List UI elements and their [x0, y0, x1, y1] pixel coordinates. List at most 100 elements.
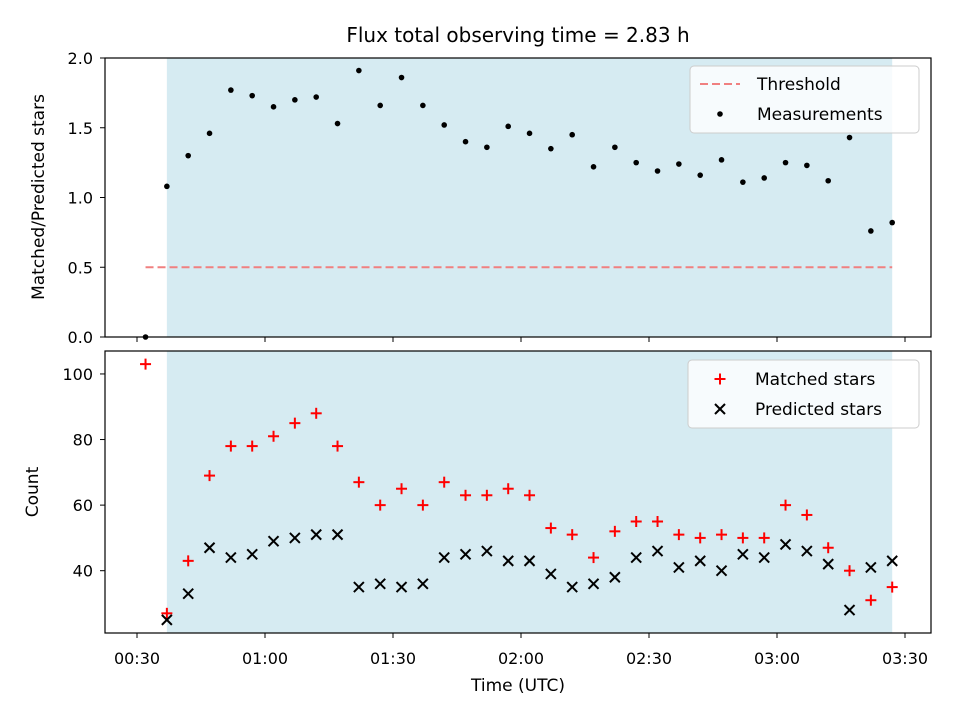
measurement-point [420, 102, 426, 109]
bottom-x-tick-label: 01:00 [242, 649, 288, 668]
measurement-point [782, 159, 789, 166]
x-stroke-b [715, 564, 728, 577]
matched-star-point [801, 509, 813, 521]
predicted-star-point [694, 555, 706, 567]
top-legend: Threshold Measurements [689, 65, 920, 134]
bottom-x-tick-label: 01:30 [370, 649, 416, 668]
measurement-point [825, 177, 831, 184]
x-stroke-b [331, 528, 344, 541]
measurement-point [889, 219, 895, 226]
measurement-point [505, 123, 512, 130]
predicted-star-point [545, 568, 557, 580]
matched-star-point [886, 581, 898, 593]
measurement-point [676, 161, 682, 167]
x-stroke-b [481, 545, 493, 557]
x-stroke-b [502, 555, 514, 567]
x-stroke-b [673, 561, 685, 574]
predicted-star-point [737, 548, 749, 561]
measurement-point [398, 74, 405, 81]
measurement-point [164, 183, 170, 190]
x-stroke-b [714, 403, 726, 415]
x-stroke-b [822, 558, 834, 570]
legend-matched-swatch [714, 373, 726, 385]
matched-star-point [204, 470, 216, 482]
matched-star-point [822, 542, 834, 554]
x-stroke-b [737, 548, 749, 561]
x-stroke-b [843, 604, 856, 616]
bottom-x-tick-label: 03:00 [754, 649, 800, 668]
predicted-star-point [203, 542, 216, 554]
measurement-point [292, 97, 298, 103]
bottom-legend: Matched stars Predicted stars [687, 359, 920, 429]
predicted-star-point [865, 561, 877, 574]
predicted-star-point [523, 555, 536, 567]
measurement-point [590, 164, 597, 170]
x-stroke-b [417, 578, 429, 590]
x-stroke-b [289, 532, 301, 544]
bottom-x-tick-label: 02:00 [498, 649, 544, 668]
matched-star-point [566, 529, 578, 541]
measurement-point [633, 159, 639, 166]
bottom-x-tick-label: 03:30 [882, 649, 928, 668]
measurement-point [868, 228, 874, 234]
measurement-point [206, 130, 213, 137]
predicted-star-point [353, 581, 365, 593]
measurement-point [740, 179, 746, 185]
x-axis-label: Time (UTC) [470, 676, 565, 696]
measurement-point [761, 175, 767, 181]
predicted-star-point [758, 551, 770, 564]
top-y-tick-label: 0.0 [68, 328, 93, 347]
matched-star-point [502, 483, 514, 495]
matched-star-point [673, 529, 685, 541]
bottom-panel: 40 60 80 100 00:30 01:00 01:30 02:00 02:30 03:00… [23, 350, 932, 696]
bottom-y-tick-label: 80 [73, 431, 93, 450]
bottom-x-tick-label: 02:30 [626, 649, 672, 668]
legend-measurement-label: Measurements [757, 105, 883, 125]
matched-star-point [182, 555, 194, 567]
predicted-star-point [417, 578, 429, 590]
measurement-point [313, 94, 320, 100]
legend-plus-marker [714, 373, 726, 385]
top-y-tick-label: 1.0 [68, 189, 93, 208]
predicted-star-point [267, 535, 280, 547]
legend-matched-label: Matched stars [755, 370, 875, 390]
bottom-y-ticks: 40 60 80 100 [62, 365, 105, 581]
x-stroke-b [225, 551, 237, 564]
matched-star-point [652, 516, 664, 528]
matched-star-point [289, 417, 301, 429]
measurement-point [270, 104, 277, 110]
measurement-point [846, 134, 853, 141]
predicted-star-point [182, 587, 194, 600]
x-stroke-b [395, 581, 408, 593]
predicted-star-point [395, 581, 408, 593]
top-legend-box [689, 65, 920, 134]
matched-star-point [417, 499, 429, 511]
predicted-star-point [651, 545, 664, 557]
measurement-point [462, 138, 469, 145]
x-stroke-b [310, 528, 322, 541]
predicted-star-point [587, 578, 600, 590]
predicted-star-point [438, 551, 450, 564]
x-stroke-b [694, 555, 706, 567]
top-plot-frame [104, 57, 932, 338]
matched-star-point [630, 516, 642, 528]
matched-star-point [758, 532, 770, 544]
measurement-point [804, 162, 810, 169]
predicted-star-point [374, 578, 386, 590]
predicted-star-point [801, 545, 813, 557]
top-x-ticks [136, 337, 906, 342]
predicted-star-point [502, 555, 514, 567]
predicted-star-point [225, 551, 237, 564]
measurement-points [142, 67, 895, 340]
predicted-star-point [161, 614, 173, 626]
bottom-x-tick-label: 00:30 [114, 649, 160, 668]
matched-star-point [161, 607, 173, 619]
predicted-star-point [481, 545, 493, 557]
x-stroke-b [630, 551, 642, 564]
predicted-star-point [246, 548, 258, 561]
bottom-plot-frame [104, 350, 932, 634]
x-stroke-b [587, 578, 600, 590]
x-stroke-b [353, 581, 365, 593]
top-y-tick-label: 0.5 [68, 258, 93, 277]
x-stroke-b [523, 555, 536, 567]
